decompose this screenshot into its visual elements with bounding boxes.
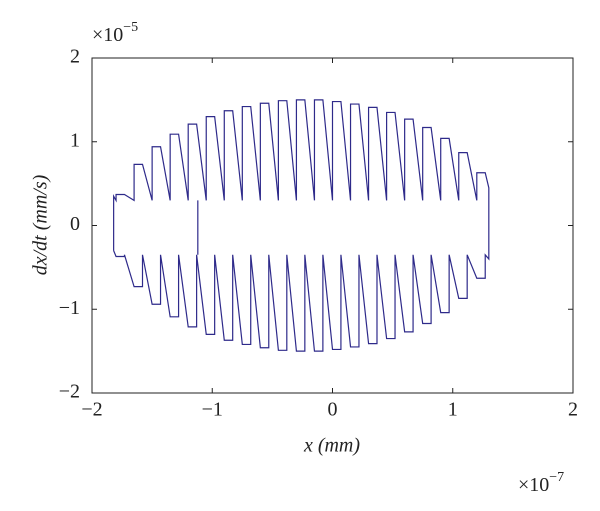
x-tick-label: 2 bbox=[568, 399, 578, 421]
x-tick-label: −1 bbox=[202, 399, 223, 421]
x-tick-label: 0 bbox=[328, 399, 338, 421]
x-multiplier-exponent: −7 bbox=[549, 470, 564, 485]
y-multiplier-base: ×10 bbox=[92, 24, 123, 46]
y-tick-label: 1 bbox=[70, 129, 80, 151]
y-multiplier: ×10−5 bbox=[92, 20, 138, 45]
x-tick-label: 1 bbox=[448, 399, 458, 421]
y-tick-label: 2 bbox=[70, 46, 80, 68]
x-tick-label: −2 bbox=[81, 399, 102, 421]
x-multiplier: ×10−7 bbox=[518, 470, 564, 495]
x-multiplier-base: ×10 bbox=[518, 474, 549, 496]
data-line bbox=[113, 99, 490, 352]
y-tick-label: −2 bbox=[59, 381, 80, 403]
x-axis-label: x (mm) bbox=[303, 435, 360, 457]
y-tick-label: −1 bbox=[59, 297, 80, 319]
y-multiplier-exponent: −5 bbox=[123, 20, 138, 35]
y-axis-label: dx/dt (mm/s) bbox=[30, 174, 52, 275]
y-tick-label: 0 bbox=[70, 213, 80, 235]
